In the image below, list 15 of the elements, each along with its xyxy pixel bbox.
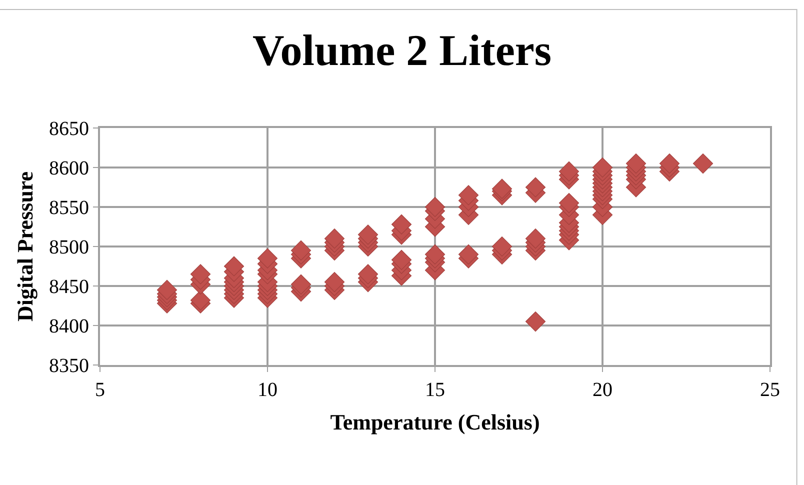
x-tick-label: 10 bbox=[258, 379, 278, 401]
x-tick-label: 5 bbox=[95, 379, 105, 401]
chart-title: Volume 2 Liters bbox=[252, 26, 552, 75]
y-tick-label: 8550 bbox=[49, 197, 89, 219]
x-tick-label: 20 bbox=[592, 379, 612, 401]
y-tick-label: 8450 bbox=[49, 276, 89, 298]
x-tick-label: 25 bbox=[760, 379, 780, 401]
x-axis-title: Temperature (Celsius) bbox=[330, 409, 540, 434]
x-tick-label: 15 bbox=[425, 379, 445, 401]
y-tick-label: 8400 bbox=[49, 316, 89, 338]
y-tick-label: 8600 bbox=[49, 158, 89, 180]
y-tick-label: 8350 bbox=[49, 355, 89, 377]
y-tick-label: 8650 bbox=[49, 118, 89, 140]
y-axis-title: Digital Pressure bbox=[12, 171, 38, 322]
y-tick-label: 8500 bbox=[49, 236, 89, 258]
